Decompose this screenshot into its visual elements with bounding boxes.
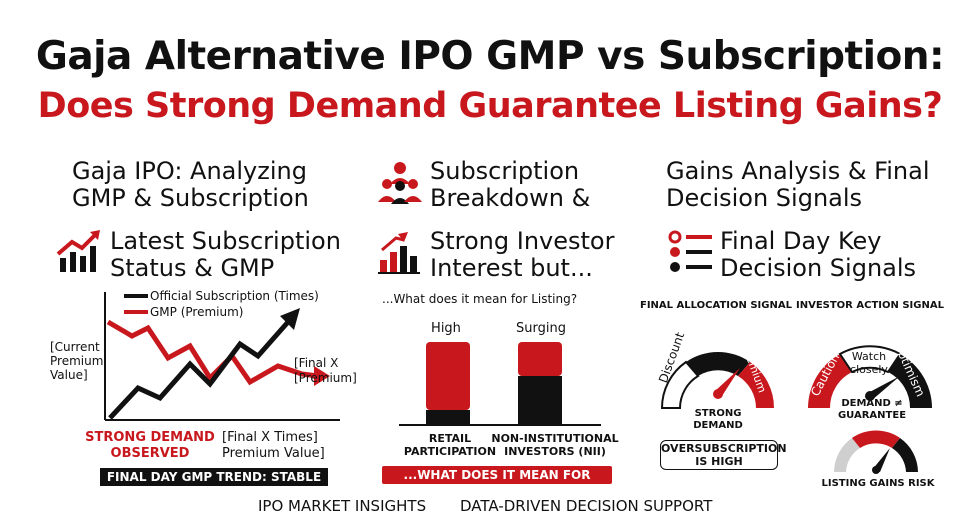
final-premium-label: [Final X [Premium] — [294, 356, 357, 385]
gauge1-premium-segment — [738, 362, 774, 408]
gauge1-title: FINAL ALLOCATION SIGNAL — [640, 300, 792, 311]
gmp-line — [106, 319, 319, 386]
retail-bar-top — [426, 342, 470, 410]
bar-growth-icon — [378, 232, 420, 274]
gauge2-caution-segment — [808, 354, 852, 408]
strong-demand-label: STRONG DEMAND OBSERVED — [85, 430, 215, 461]
list-icon — [668, 230, 712, 272]
gauge2-title: INVESTOR ACTION SIGNAL — [796, 300, 944, 311]
nii-bar-top — [518, 342, 562, 376]
gauge3-needle — [872, 448, 890, 472]
page-title: Gaja Alternative IPO GMP vs Subscription… — [35, 34, 945, 79]
final-times-label: [Final X Times] Premium Value] — [222, 430, 325, 461]
footer-right: DATA-DRIVEN DECISION SUPPORT — [460, 497, 713, 515]
col2-heading: Subscription Breakdown & — [430, 157, 591, 212]
investor-action-gauge — [808, 345, 932, 408]
col1-sub: Latest Subscription Status & GMP — [110, 227, 341, 282]
final-allocation-gauge — [660, 351, 774, 409]
nii-bar-bottom — [518, 376, 562, 424]
chart-up-icon — [56, 230, 100, 272]
people-icon — [378, 162, 422, 204]
official-arrowhead — [280, 308, 300, 330]
subscription-bar-chart — [399, 342, 601, 426]
col2-sub: Strong Investor Interest but... — [430, 227, 615, 282]
page-subtitle: Does Strong Demand Guarantee Listing Gai… — [37, 86, 943, 126]
category-retail: RETAIL PARTICIPATION — [403, 432, 497, 458]
bar-label-high: High — [431, 321, 461, 336]
legend-official-label: Official Subscription (Times) — [150, 289, 319, 303]
col1-heading: Gaja IPO: Analyzing GMP & Subscription — [72, 157, 309, 212]
subscription-gmp-line-chart — [104, 292, 340, 421]
gauge1-flat-label: Flat — [702, 323, 725, 337]
col2-banner: ...WHAT DOES IT MEAN FOR LISTING? — [382, 466, 612, 500]
gauge3-high-segment — [892, 438, 918, 472]
current-premium-label: [Current Premium Value] — [50, 340, 104, 382]
footer-left: IPO MARKET INSIGHTS — [258, 497, 427, 515]
gauge1-needle — [714, 368, 740, 396]
legend-gmp-label: GMP (Premium) — [150, 305, 244, 319]
gauge3-mid-segment — [852, 430, 900, 448]
col2-question: ...What does it mean for Listing? — [382, 292, 578, 306]
listing-risk-gauge — [834, 430, 918, 474]
gauge2-center-label: DEMAND ≠ GUARANTEE — [837, 398, 907, 421]
col3-heading: Gains Analysis & Final Decision Signals — [666, 157, 930, 212]
gauge3-label: LISTING GAINS RISK — [821, 478, 935, 489]
category-nii: NON-INSTITUTIONAL INVESTORS (NII) — [491, 432, 619, 458]
gauge3-low-segment — [834, 438, 860, 472]
col3-sub: Final Day Key Decision Signals — [720, 227, 917, 282]
official-subscription-line — [108, 320, 290, 420]
bar-label-surging: Surging — [516, 321, 566, 336]
oversubscription-box: OVERSUBSCRIPTION IS HIGH — [660, 440, 787, 470]
gauge2-watch-label: Watch closely — [850, 350, 888, 376]
gauge1-center-label: STRONG DEMAND — [693, 408, 743, 431]
retail-bar-bottom — [426, 410, 470, 424]
gmp-arrowhead — [314, 366, 330, 386]
col1-banner: FINAL DAY GMP TREND: STABLE — [100, 468, 328, 486]
gauge1-flat-segment — [686, 351, 750, 376]
gauge2-optimism-segment — [888, 354, 932, 408]
